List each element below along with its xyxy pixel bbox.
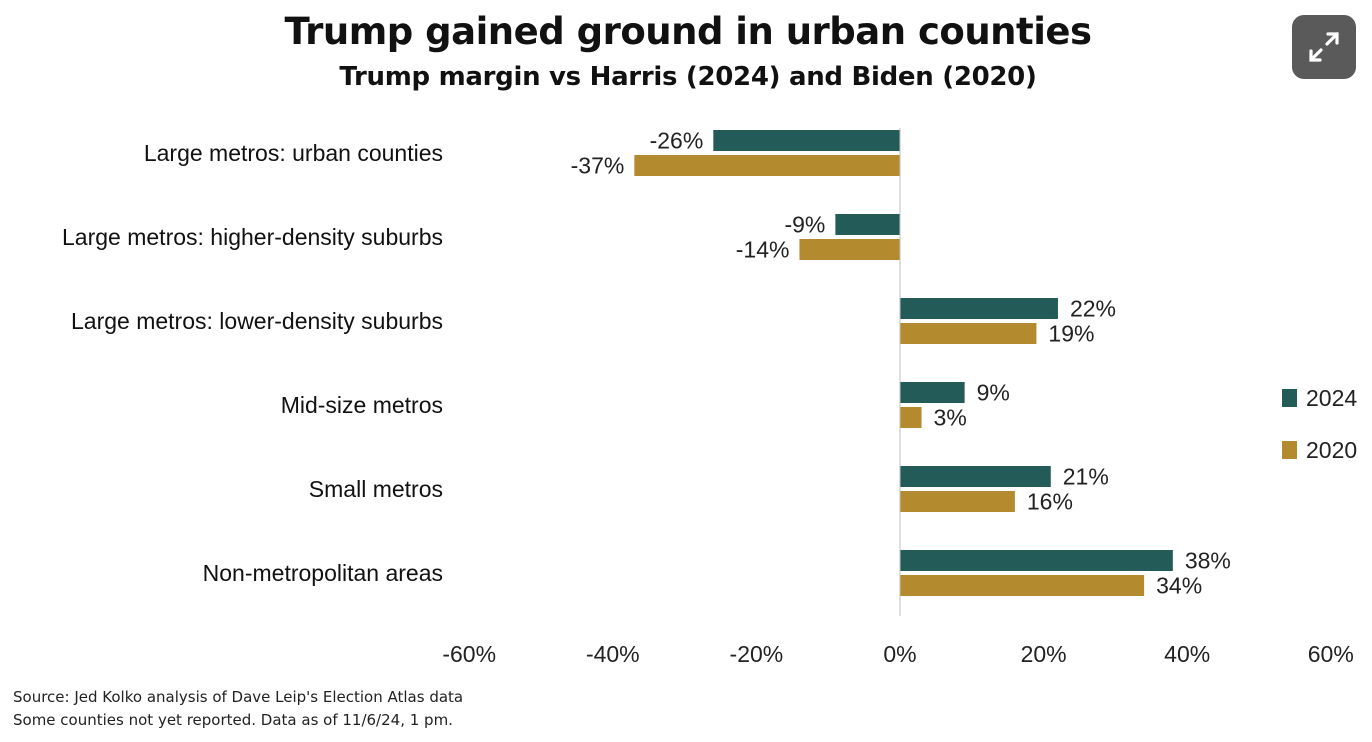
category-label: Large metros: urban counties [144, 140, 443, 166]
data-label: 34% [1156, 573, 1202, 599]
bar-2024 [900, 550, 1173, 571]
data-label: 19% [1048, 321, 1094, 347]
legend-swatch-2024 [1282, 389, 1297, 407]
category-label: Non-metropolitan areas [203, 560, 443, 586]
data-label: -26% [650, 128, 704, 154]
data-label: 16% [1027, 489, 1073, 515]
data-label: 21% [1063, 464, 1109, 490]
bar-2020 [634, 155, 900, 176]
bar-2024 [713, 130, 900, 151]
source-note: Source: Jed Kolko analysis of Dave Leip'… [13, 686, 463, 732]
category-label: Small metros [309, 476, 443, 502]
bar-2020 [900, 407, 922, 428]
bar-chart: Large metros: urban counties -26% -37% Larg… [0, 0, 1372, 680]
legend-swatch-2020 [1282, 441, 1297, 459]
data-note-line: Some counties not yet reported. Data as … [13, 709, 463, 732]
bar-2024 [900, 382, 965, 403]
bar-2020 [900, 491, 1015, 512]
x-tick-label: 40% [1164, 641, 1210, 667]
x-tick-label: -20% [730, 641, 784, 667]
legend-label: 2020 [1306, 437, 1357, 463]
x-tick-label: -60% [442, 641, 496, 667]
data-label: 38% [1185, 548, 1231, 574]
x-tick-label: 0% [883, 641, 916, 667]
data-label: 22% [1070, 296, 1116, 322]
bar-2020 [799, 239, 900, 260]
data-label: 3% [934, 405, 967, 431]
legend-label: 2024 [1306, 385, 1357, 411]
bar-2020 [900, 323, 1036, 344]
bar-2024 [900, 466, 1051, 487]
bar-2020 [900, 575, 1144, 596]
data-label: -14% [736, 237, 790, 263]
bar-2024 [835, 214, 900, 235]
x-tick-label: 20% [1021, 641, 1067, 667]
data-label: -37% [571, 153, 625, 179]
category-label: Mid-size metros [281, 392, 443, 418]
data-label: 9% [977, 380, 1010, 406]
data-label: -9% [784, 212, 825, 238]
category-label: Large metros: higher-density suburbs [62, 224, 443, 250]
x-tick-label: -40% [586, 641, 640, 667]
x-tick-label: 60% [1308, 641, 1354, 667]
source-line: Source: Jed Kolko analysis of Dave Leip'… [13, 686, 463, 709]
category-label: Large metros: lower-density suburbs [71, 308, 443, 334]
bar-2024 [900, 298, 1058, 319]
